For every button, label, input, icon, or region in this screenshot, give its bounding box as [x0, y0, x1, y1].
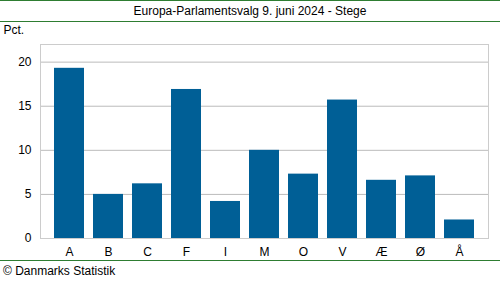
svg-text:Å: Å — [455, 244, 463, 259]
svg-text:A: A — [65, 245, 73, 259]
svg-text:Pct.: Pct. — [4, 23, 25, 37]
html-text:Europa-Parlamentsvalg 9. juni: Europa-Parlamentsvalg 9. juni 2024 - Ste… — [133, 4, 367, 18]
svg-text:M: M — [260, 245, 270, 259]
svg-text:C: C — [143, 245, 152, 259]
svg-text:B: B — [104, 245, 112, 259]
html-text:© Danmarks Statistik: © Danmarks Statistik — [3, 264, 116, 278]
svg-text:Ø: Ø — [416, 245, 425, 259]
svg-text:20: 20 — [18, 55, 32, 69]
svg-text:10: 10 — [18, 143, 32, 157]
svg-text:15: 15 — [18, 99, 32, 113]
svg-text:V: V — [338, 245, 346, 259]
svg-text:5: 5 — [25, 187, 32, 201]
svg-text:F: F — [183, 245, 190, 259]
svg-text:I: I — [224, 245, 227, 259]
svg-text:Æ: Æ — [376, 245, 388, 259]
svg-text:0: 0 — [25, 231, 32, 245]
svg-text:O: O — [299, 245, 308, 259]
